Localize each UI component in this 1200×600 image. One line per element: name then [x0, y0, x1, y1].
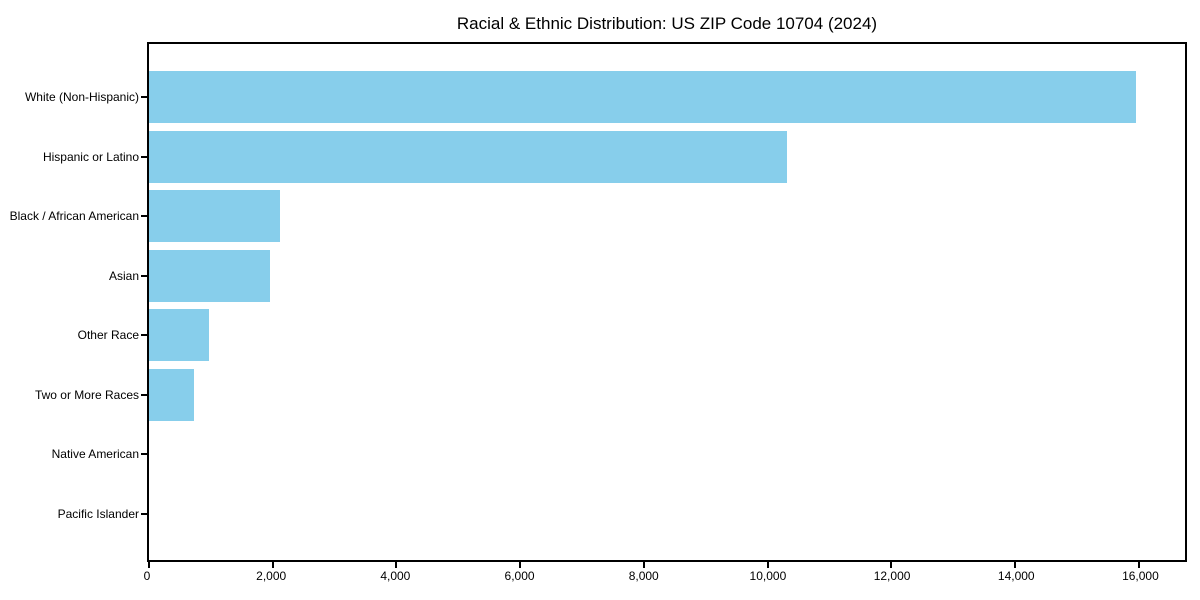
y-axis-labels: White (Non-Hispanic) Hispanic or Latino Bl…: [0, 42, 139, 562]
x-axis-tick-label: 4,000: [380, 569, 411, 583]
x-tick: [271, 562, 274, 568]
x-axis-tick-label: 2,000: [256, 569, 287, 583]
y-tick: [141, 215, 147, 217]
y-tick: [141, 96, 147, 98]
x-tick: [1013, 562, 1016, 568]
x-axis-tick-label: 10,000: [749, 569, 787, 583]
bar-black-african-american: [149, 190, 280, 242]
y-tick: [141, 274, 147, 277]
x-axis-tick-label: 14,000: [997, 569, 1035, 583]
y-tick: [141, 393, 147, 396]
y-axis-label-pacific-islander: Pacific Islander: [57, 506, 139, 521]
x-tick: [395, 562, 398, 568]
x-tick: [890, 562, 893, 568]
x-axis-tick-label: 8,000: [628, 569, 659, 583]
bar-other-race: [149, 309, 209, 361]
y-axis-label-asian: Asian: [108, 268, 139, 283]
y-axis-label-white-non-hispanic: White (Non-Hispanic): [24, 90, 139, 104]
x-axis-tick-label: 0: [143, 569, 151, 583]
y-tick: [141, 453, 147, 455]
x-axis-tick-label: 12,000: [873, 569, 911, 583]
y-tick: [141, 155, 147, 158]
plot-area: [141, 42, 1187, 568]
x-tick: [1137, 562, 1140, 568]
y-axis-label-native-american: Native American: [51, 447, 139, 461]
x-tick: [766, 562, 769, 568]
bar-asian: [149, 249, 270, 302]
y-axis-label-other-race: Other Race: [77, 328, 139, 342]
chart-title: Racial & Ethnic Distribution: US ZIP Cod…: [456, 14, 878, 33]
bar-two-or-more-races: [149, 368, 194, 421]
y-tick: [141, 512, 147, 515]
bar-hispanic-or-latino: [149, 130, 787, 183]
x-axis-labels: 0 2,000 4,000 6,000 8,000 10,000 12,000 14,000 1…: [143, 569, 1187, 585]
x-tick: [642, 562, 645, 568]
y-axis-label-hispanic-or-latino: Hispanic or Latino: [42, 149, 139, 164]
y-tick: [141, 334, 147, 336]
x-axis-tick-label: 6,000: [504, 569, 535, 583]
bar-white-non-hispanic: [149, 71, 1136, 123]
x-axis-tick-label: 16,000: [1122, 569, 1159, 583]
x-tick: [148, 562, 150, 568]
x-tick: [519, 562, 522, 568]
y-axis-label-two-or-more-races: Two or More Races: [34, 387, 139, 402]
y-axis-label-black-african-american: Black / African American: [9, 209, 139, 223]
